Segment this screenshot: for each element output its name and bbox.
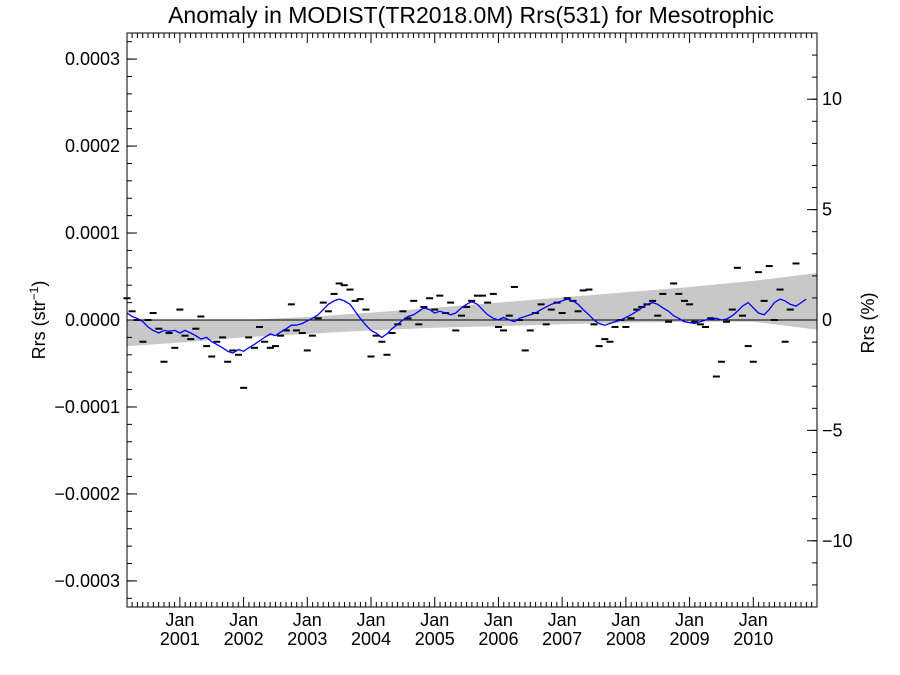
right-tick-label: 5 [822,200,832,220]
left-tick-label: 0.0000 [65,310,120,330]
running-mean-line [126,298,807,354]
x-tick-label-year: 2004 [351,629,391,649]
left-axis: 0.0003 0.0002 0.0001 0.0000 −0.0001 −0.0002 −0… [54,41,137,599]
left-axis-title-suffix: ) [29,281,49,287]
left-axis-title: Rrs (str−1) [27,281,49,360]
left-tick-label: 0.0002 [65,136,120,156]
x-tick-label-month: Jan [739,610,768,630]
right-tick-label: −5 [822,420,843,440]
x-tick-label-year: 2010 [733,629,773,649]
right-tick-label: 0 [822,310,832,330]
left-tick-label: −0.0002 [54,484,120,504]
x-tick-label-month: Jan [165,610,194,630]
left-axis-title-text: Rrs (str [29,300,49,359]
left-tick-label: −0.0001 [54,397,120,417]
x-tick-label-year: 2003 [287,629,327,649]
right-tick-label: 10 [822,89,842,109]
x-tick-label-month: Jan [229,610,258,630]
left-axis-title-superscript: −1 [27,286,41,300]
x-tick-label-month: Jan [293,610,322,630]
x-tick-label-year: 2007 [542,629,582,649]
x-tick-label-year: 2006 [478,629,518,649]
x-tick-label-month: Jan [420,610,449,630]
x-tick-label-month: Jan [484,610,513,630]
anomaly-markers [123,262,800,389]
x-tick-label-month: Jan [675,610,704,630]
plot-area [123,262,817,389]
left-tick-label: 0.0001 [65,223,120,243]
chart-title: Anomaly in MODIST(TR2018.0M) Rrs(531) fo… [168,2,774,28]
bottom-axis: Jan2001Jan2002Jan2003Jan2004Jan2005Jan20… [131,33,813,649]
left-tick-label: −0.0003 [54,571,120,591]
confidence-band [127,273,817,347]
right-tick-label: −10 [822,531,853,551]
x-tick-label-year: 2005 [415,629,455,649]
right-axis: 10 5 0 −5 −10 [807,54,853,586]
x-tick-label-year: 2009 [670,629,710,649]
x-tick-label-year: 2002 [224,629,264,649]
x-tick-label-month: Jan [548,610,577,630]
x-tick-label-year: 2008 [606,629,646,649]
right-axis-title: Rrs (%) [858,293,878,354]
x-tick-label-year: 2001 [160,629,200,649]
x-tick-label-month: Jan [611,610,640,630]
x-tick-label-month: Jan [357,610,386,630]
left-tick-label: 0.0003 [65,49,120,69]
